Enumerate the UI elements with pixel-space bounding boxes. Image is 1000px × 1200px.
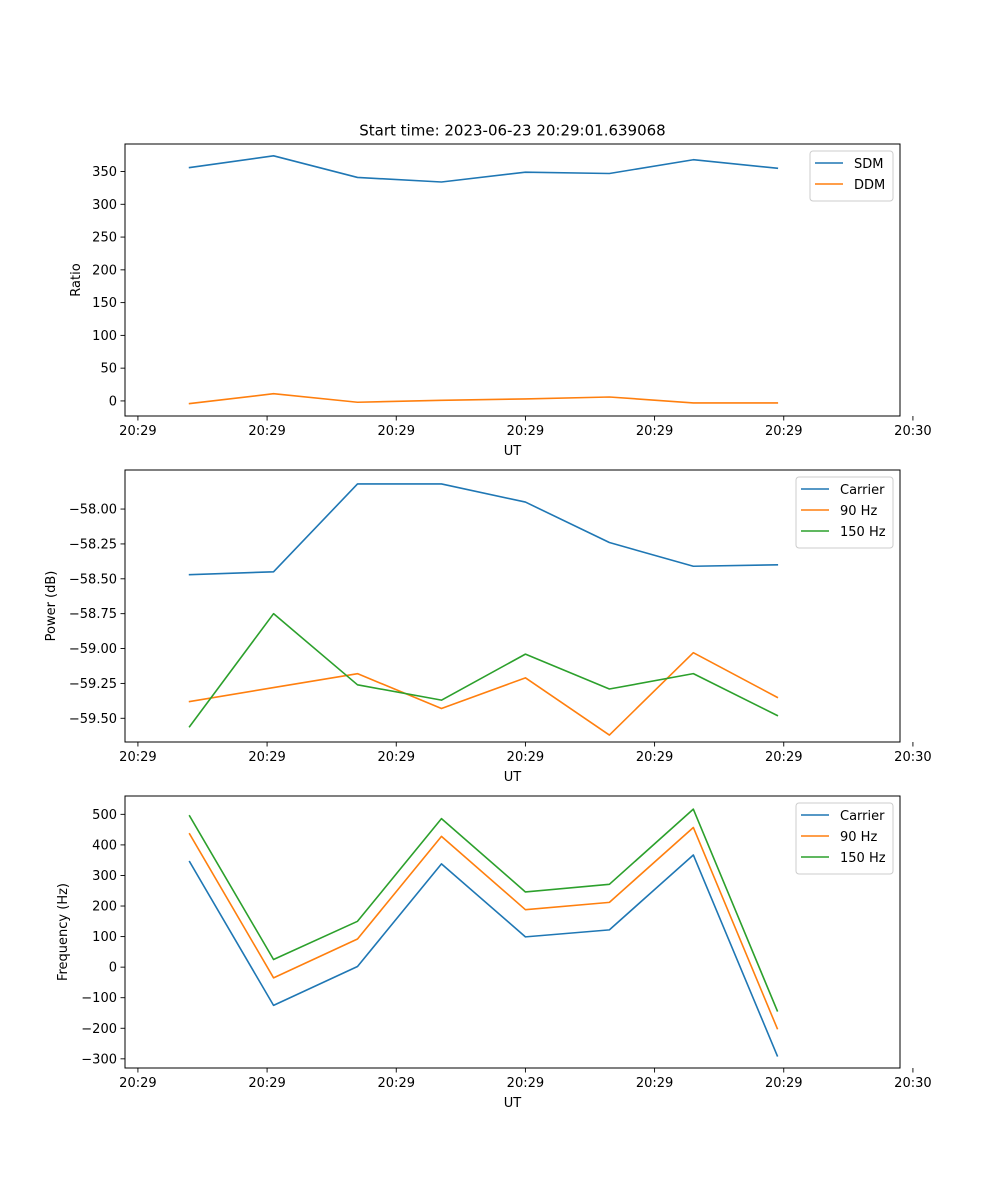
chart1-legend-label-0: Carrier — [840, 483, 885, 498]
chart0-series-0-line — [188, 155, 779, 183]
plot-frequency: 20:29 20:29 20:29 20:29 20:29 20:29 20:30 −300 −… — [56, 795, 932, 1111]
chart2-y-tick-label-2: −100 — [81, 991, 117, 1006]
chart2-x-tick-label-1: 20:29 — [248, 1076, 285, 1091]
chart2-x-tick-label-5: 20:29 — [765, 1076, 802, 1091]
chart1-y-tick-label-2: −59.00 — [69, 642, 117, 657]
chart2-x-tick-label-3: 20:29 — [507, 1076, 544, 1091]
chart2-series-1-line — [188, 826, 779, 1030]
chart1-legend-label-2: 150 Hz — [840, 525, 886, 540]
chart2-x-axis-label: UT — [504, 1096, 522, 1111]
chart2-series-2-line — [188, 808, 779, 1012]
chart0-legend-label-0: SDM — [854, 157, 883, 172]
chart1-y-axis-label: Power (dB) — [44, 571, 59, 642]
chart1-x-tick-label-2: 20:29 — [378, 750, 415, 765]
chart2-y-tick-label-0: −300 — [81, 1052, 117, 1067]
chart0-y-axis-label: Ratio — [69, 263, 84, 296]
chart0-series-1-line — [188, 392, 779, 405]
chart2-legend-label-2: 150 Hz — [840, 851, 886, 866]
chart0-y-tick-label-6: 300 — [92, 198, 117, 213]
figure-title: Start time: 2023-06-23 20:29:01.639068 — [359, 122, 665, 140]
chart2-x-tick-label-0: 20:29 — [119, 1076, 156, 1091]
chart2-y-tick-label-1: −200 — [81, 1022, 117, 1037]
chart0-x-tick-label-5: 20:29 — [765, 424, 802, 439]
chart2-legend-label-0: Carrier — [840, 809, 885, 824]
chart2-y-tick-label-5: 200 — [92, 900, 117, 915]
chart1-series-2-line — [188, 612, 779, 728]
chart2-x-tick-label-2: 20:29 — [378, 1076, 415, 1091]
chart0-x-tick-label-1: 20:29 — [248, 424, 285, 439]
chart1-y-tick-label-1: −59.25 — [69, 677, 117, 692]
chart1-x-tick-label-1: 20:29 — [248, 750, 285, 765]
chart1-axes-frame — [124, 469, 901, 743]
chart2-x-tick-label-6: 20:30 — [894, 1076, 931, 1091]
chart1-series-1-line — [188, 651, 779, 736]
plot-power: 20:29 20:29 20:29 20:29 20:29 20:29 20:30 −59.5… — [44, 469, 932, 785]
chart2-y-axis-label: Frequency (Hz) — [56, 883, 71, 981]
chart1-x-tick-label-4: 20:29 — [636, 750, 673, 765]
chart1-legend-label-1: 90 Hz — [840, 504, 877, 519]
chart1-x-axis-label: UT — [504, 770, 522, 785]
chart0-y-tick-label-3: 150 — [92, 296, 117, 311]
chart2-x-tick-label-4: 20:29 — [636, 1076, 673, 1091]
chart2-y-tick-label-8: 500 — [92, 808, 117, 823]
chart1-y-tick-label-0: −59.50 — [69, 712, 117, 727]
chart0-x-axis-label: UT — [504, 444, 522, 459]
chart0-axes-frame — [124, 143, 901, 417]
chart2-series-0-line — [188, 854, 779, 1057]
chart2-axes-frame — [124, 795, 901, 1069]
chart0-y-tick-label-2: 100 — [92, 329, 117, 344]
chart0-legend-label-1: DDM — [854, 178, 885, 193]
plot-ratio: 20:29 20:29 20:29 20:29 20:29 20:29 20:30 0 50 10… — [69, 143, 932, 459]
chart0-y-tick-label-5: 250 — [92, 231, 117, 246]
chart1-y-tick-label-6: −58.00 — [69, 503, 117, 518]
chart0-x-tick-label-6: 20:30 — [894, 424, 931, 439]
chart2-y-tick-label-7: 400 — [92, 838, 117, 853]
chart2-y-tick-label-4: 100 — [92, 930, 117, 945]
chart0-x-tick-label-2: 20:29 — [378, 424, 415, 439]
chart1-series-0-line — [188, 483, 779, 576]
chart1-y-tick-label-3: −58.75 — [69, 607, 117, 622]
chart0-y-tick-label-0: 0 — [109, 394, 117, 409]
chart0-y-tick-label-1: 50 — [100, 362, 117, 377]
chart1-x-tick-label-6: 20:30 — [894, 750, 931, 765]
chart1-x-tick-label-0: 20:29 — [119, 750, 156, 765]
chart2-y-tick-label-3: 0 — [109, 961, 117, 976]
chart2-y-tick-label-6: 300 — [92, 869, 117, 884]
chart1-y-tick-label-5: −58.25 — [69, 537, 117, 552]
chart1-y-tick-label-4: −58.50 — [69, 572, 117, 587]
chart0-y-tick-label-4: 200 — [92, 263, 117, 278]
chart0-x-tick-label-3: 20:29 — [507, 424, 544, 439]
chart0-x-tick-label-0: 20:29 — [119, 424, 156, 439]
chart0-y-tick-label-7: 350 — [92, 165, 117, 180]
chart1-x-tick-label-3: 20:29 — [507, 750, 544, 765]
chart1-x-tick-label-5: 20:29 — [765, 750, 802, 765]
chart2-legend-label-1: 90 Hz — [840, 830, 877, 845]
chart0-x-tick-label-4: 20:29 — [636, 424, 673, 439]
